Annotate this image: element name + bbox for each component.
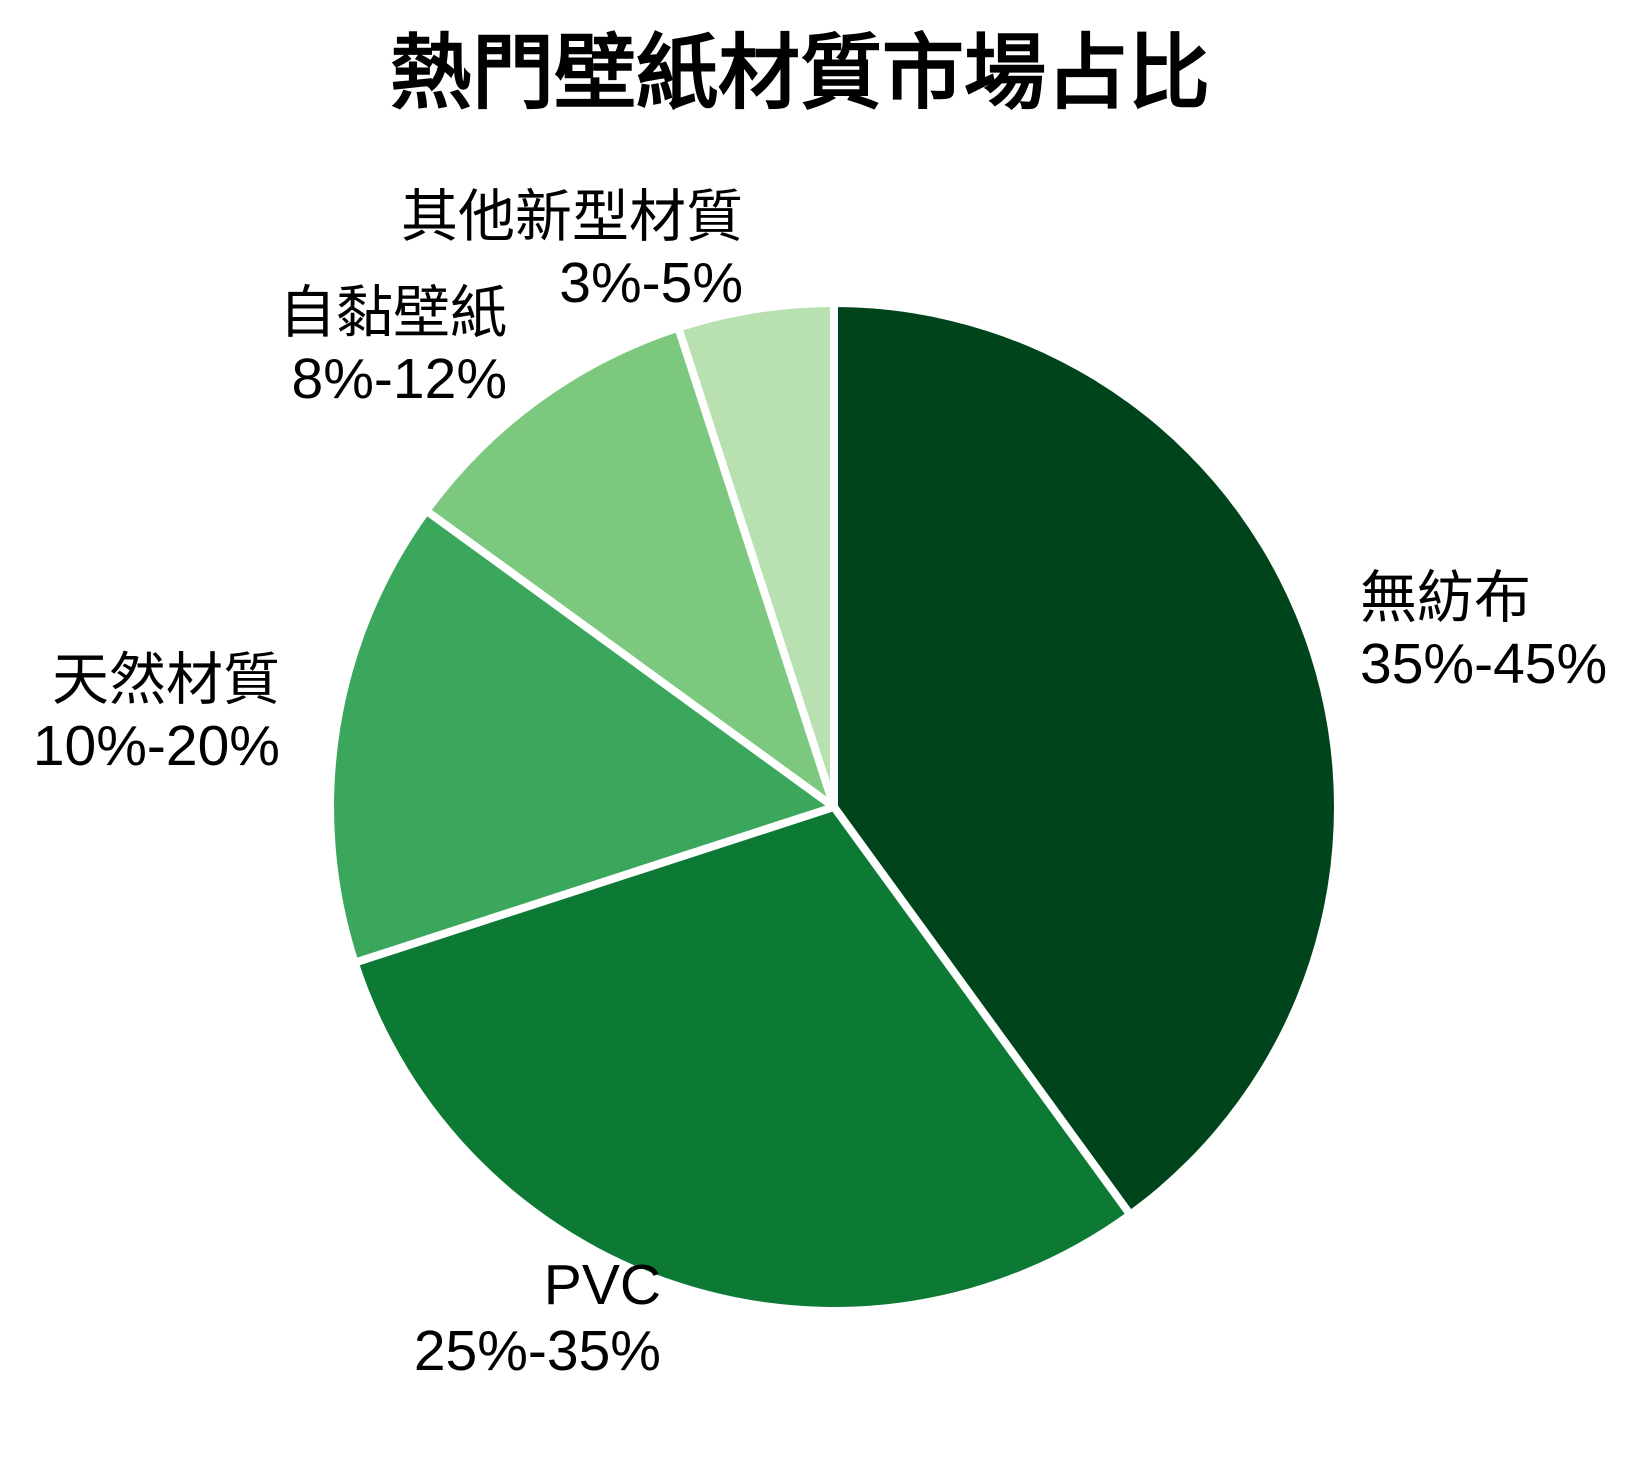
slice-name: 天然材質 <box>52 648 280 712</box>
chart-title: 熱門壁紙材質市場占比 <box>389 28 1210 119</box>
slice-name: PVC <box>543 1253 661 1317</box>
slice-name: 其他新型材質 <box>401 185 743 249</box>
pie-slice-3 <box>429 331 834 807</box>
pie-slice-1 <box>358 807 1128 1307</box>
pie-slice-0 <box>834 307 1334 1212</box>
pie-slice-2 <box>334 513 834 962</box>
slice-range: 8%-12% <box>291 347 507 411</box>
slice-label-nonwoven: 無紡布 35%-45% <box>1360 565 1607 697</box>
slice-range: 25%-35% <box>413 1319 661 1383</box>
slice-range: 3%-5% <box>559 251 743 315</box>
slice-label-other-new: 其他新型材質 3%-5% <box>401 184 743 316</box>
slice-divider <box>424 508 837 811</box>
slice-label-self-adhesive: 自黏壁紙 8%-12% <box>279 280 507 412</box>
slice-divider <box>674 327 838 809</box>
slice-divider <box>830 804 1133 1217</box>
slice-label-pvc: PVC 25%-35% <box>414 1252 661 1384</box>
slice-label-natural: 天然材質 10%-20% <box>33 647 280 779</box>
slice-name: 無紡布 <box>1360 566 1531 630</box>
slice-name: 自黏壁紙 <box>279 281 507 345</box>
slice-range: 10%-20% <box>32 714 280 778</box>
slice-divider <box>354 803 836 967</box>
slice-range: 35%-45% <box>1360 632 1608 696</box>
